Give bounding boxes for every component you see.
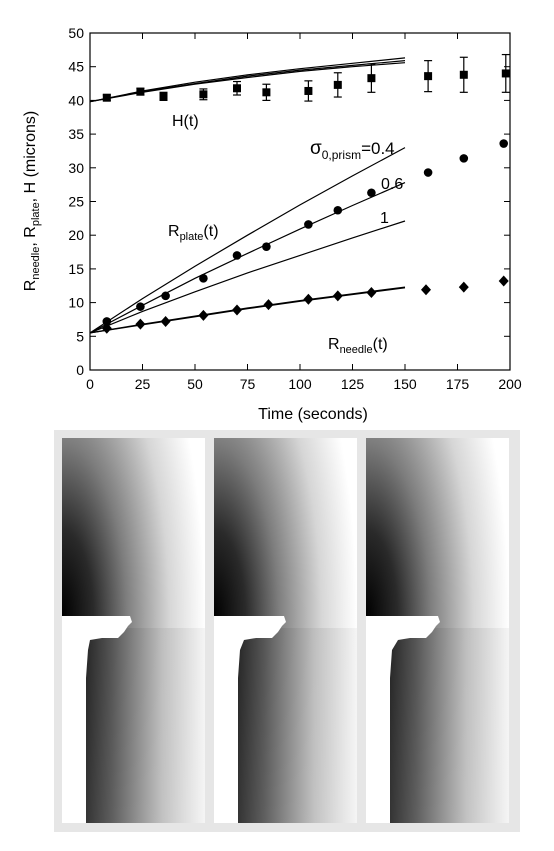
circle-marker (199, 274, 208, 283)
y-tick-label: 25 (68, 194, 84, 210)
simulation-panels (54, 430, 520, 832)
square-marker (136, 87, 145, 96)
needle-label: Rneedle(t) (328, 336, 388, 356)
plate-label: Rplate(t) (168, 223, 219, 243)
diamond-marker (198, 309, 209, 321)
crystal-shape (366, 616, 440, 823)
model-curve-plate (89, 147, 406, 334)
diamond-marker (232, 304, 242, 316)
y-tick-label: 35 (68, 126, 84, 142)
y-tick-label: 50 (68, 25, 84, 41)
square-marker (424, 72, 433, 81)
circle-marker (262, 242, 271, 251)
circle-marker (367, 188, 376, 198)
plot-border (89, 32, 511, 371)
circle-marker (423, 168, 433, 177)
square-marker (199, 90, 208, 99)
circle-marker (161, 291, 170, 301)
crystal-shape (62, 616, 132, 823)
circle-marker (304, 220, 313, 229)
crystal-shape (214, 616, 286, 823)
model-curve-plate (89, 182, 406, 334)
model-curve-H (89, 62, 406, 103)
model-curves (89, 57, 406, 334)
data-markers (101, 69, 510, 334)
x-tick-label: 200 (498, 376, 522, 392)
plot-frame (89, 32, 511, 371)
square-marker (501, 69, 510, 78)
y-tick-label: 5 (76, 328, 84, 344)
circle-marker (102, 317, 112, 326)
circle-marker (499, 139, 509, 148)
simulation-image (366, 438, 509, 823)
y-tick-label: 20 (68, 227, 84, 243)
simulation-panel-2 (214, 438, 357, 823)
simulation-image (214, 438, 357, 823)
circle-marker (333, 205, 343, 215)
simulation-panel-1 (62, 438, 205, 823)
y-tick-label: 45 (68, 59, 84, 75)
square-marker (159, 92, 168, 101)
y-tick-label: 30 (68, 160, 84, 176)
diamond-marker (135, 318, 146, 330)
x-tick-label: 50 (187, 376, 203, 392)
diamond-marker (263, 299, 274, 311)
square-marker (262, 88, 271, 97)
label-0-6: 0.6 (381, 176, 403, 193)
square-marker (102, 93, 111, 102)
y-tick-label: 10 (68, 295, 84, 311)
square-marker (459, 70, 468, 79)
axis-ticks: 0 25 50 75 100 125 150 175 200051015202530354045… (68, 25, 521, 392)
y-tick-label: 15 (68, 261, 84, 277)
diamond-marker (498, 275, 509, 287)
diamond-marker (458, 281, 469, 293)
x-tick-label: 125 (341, 376, 365, 392)
diamond-marker (101, 322, 112, 334)
circle-marker (232, 251, 242, 260)
model-curve-plate (89, 220, 406, 334)
y-tick-label: 40 (68, 92, 84, 108)
x-tick-label: 25 (135, 376, 151, 392)
diamond-marker (332, 290, 343, 302)
y-axis-label: Rneedle, Rplate, H (microns) (22, 111, 42, 291)
diamond-marker (303, 293, 314, 305)
x-axis-label: Time (seconds) (258, 406, 368, 423)
square-marker (233, 84, 241, 93)
circle-marker (136, 302, 145, 311)
h-label: H(t) (172, 113, 199, 130)
growth-chart: 0 25 50 75 100 125 150 175 200051015202530354045… (22, 25, 522, 423)
x-tick-label: 75 (240, 376, 256, 392)
diamond-marker (366, 286, 377, 298)
simulation-panel-3 (366, 438, 509, 823)
square-marker (304, 86, 313, 95)
x-tick-label: 150 (393, 376, 417, 392)
diamond-marker (421, 284, 431, 296)
circle-marker (459, 154, 469, 163)
label-1: 1 (380, 210, 389, 227)
square-marker (333, 80, 342, 89)
y-tick-label: 0 (76, 362, 84, 378)
simulation-image (62, 438, 205, 823)
sigma-label: σ0,prism=0.4 (310, 138, 395, 162)
diamond-marker (160, 315, 171, 327)
x-tick-label: 175 (446, 376, 470, 392)
x-tick-label: 100 (288, 376, 312, 392)
x-tick-label: 0 (86, 376, 94, 392)
square-marker (367, 74, 376, 83)
